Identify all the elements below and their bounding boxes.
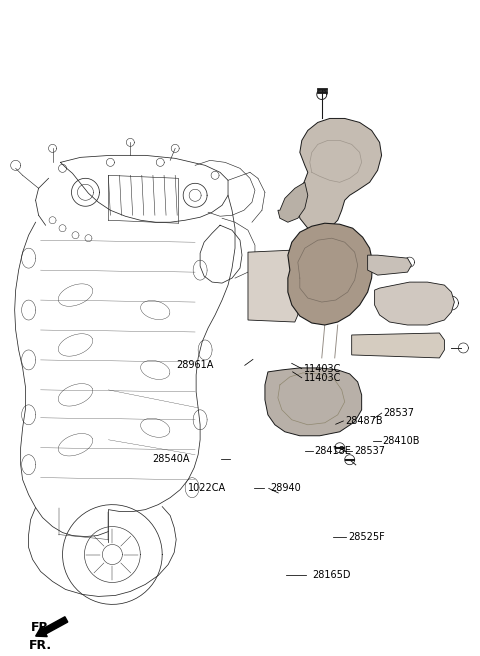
Text: 28540A: 28540A [152, 454, 190, 464]
Text: 28418E: 28418E [315, 446, 351, 456]
Polygon shape [278, 182, 308, 222]
Text: FR.: FR. [28, 639, 51, 652]
Polygon shape [288, 223, 372, 325]
Polygon shape [352, 333, 444, 358]
Text: 1022CA: 1022CA [188, 483, 226, 493]
Text: 28525F: 28525F [348, 533, 385, 543]
Polygon shape [374, 282, 455, 325]
Polygon shape [298, 119, 382, 232]
Text: 28487B: 28487B [345, 416, 383, 426]
Text: 28537: 28537 [384, 408, 415, 418]
Polygon shape [265, 368, 361, 436]
Text: 28940: 28940 [270, 483, 301, 493]
Polygon shape [248, 250, 298, 322]
Text: 11403C: 11403C [304, 363, 341, 373]
Text: 28165D: 28165D [312, 571, 350, 581]
Polygon shape [368, 255, 411, 275]
FancyArrow shape [36, 617, 68, 636]
Text: 28961A: 28961A [176, 360, 214, 371]
Text: FR.: FR. [30, 621, 54, 634]
Text: 28410B: 28410B [383, 436, 420, 445]
Text: 11403C: 11403C [304, 373, 341, 382]
Text: 28537: 28537 [354, 446, 385, 456]
